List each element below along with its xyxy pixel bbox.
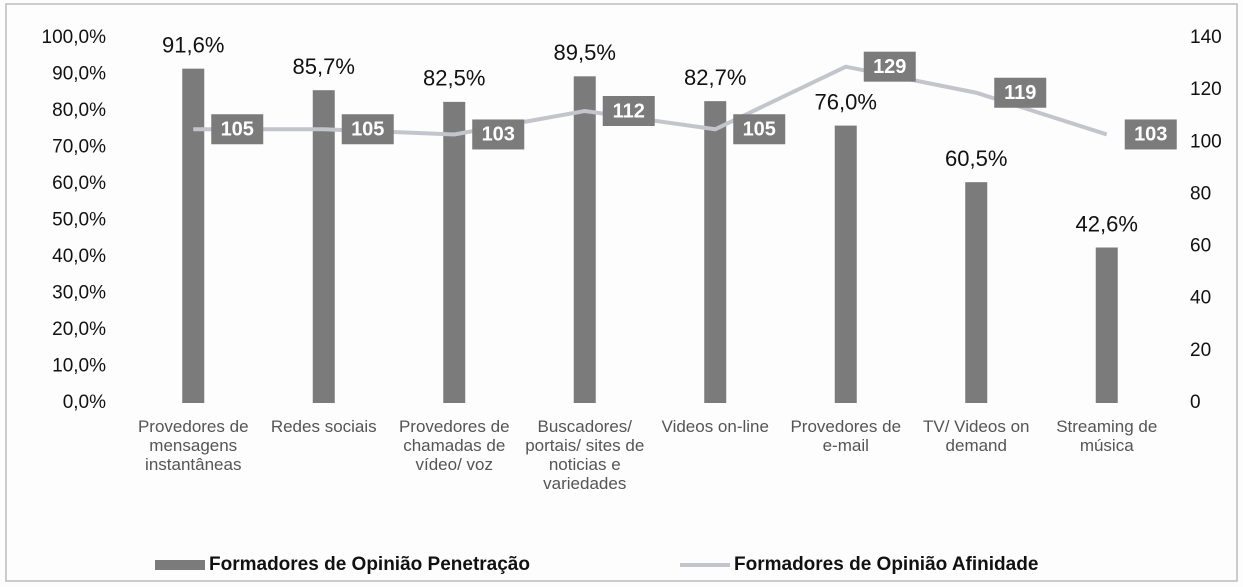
bar <box>443 101 466 403</box>
bar-value-label: 60,5% <box>945 146 1007 171</box>
y2-tick-label: 0 <box>1190 392 1201 413</box>
line-value-label: 103 <box>1134 124 1167 146</box>
line-value-label: 112 <box>613 100 645 122</box>
line-label-box <box>733 114 786 145</box>
line-label-box <box>994 77 1047 108</box>
y2-tick-label: 60 <box>1190 236 1211 257</box>
legend-swatch <box>155 560 205 570</box>
line-value-label: 105 <box>351 119 384 141</box>
y-tick-label: 70,0% <box>52 137 106 158</box>
x-tick-label: Provedores de mensagens instantâneas <box>137 417 249 474</box>
line-label-box <box>341 114 394 145</box>
bar <box>965 182 988 403</box>
y-tick-label: 20,0% <box>52 319 106 340</box>
chart-frame <box>5 3 1238 582</box>
bar <box>704 101 727 404</box>
y-tick-label: 40,0% <box>52 246 106 267</box>
line-value-label: 129 <box>873 56 906 78</box>
bar-value-label: 76,0% <box>815 89 877 114</box>
y2-tick-label: 40 <box>1190 288 1211 309</box>
bar <box>182 68 205 403</box>
legend-label: Formadores de Opinião Afinidade <box>734 554 1038 575</box>
y2-tick-label: 20 <box>1190 340 1211 361</box>
y-tick-label: 100,0% <box>42 27 107 48</box>
bar-value-label: 42,6% <box>1076 211 1138 236</box>
x-tick-label: Streaming de música <box>1056 417 1158 455</box>
y2-tick-label: 120 <box>1190 79 1222 100</box>
bar-value-label: 89,5% <box>554 40 616 65</box>
legend-label: Formadores de Opinião Penetração <box>209 554 530 575</box>
y-tick-label: 60,0% <box>52 173 106 194</box>
line-label-box <box>211 114 264 145</box>
line-value-label: 103 <box>482 124 515 146</box>
y-tick-label: 50,0% <box>52 210 106 231</box>
bar <box>312 90 335 403</box>
bar <box>834 125 857 403</box>
line-label-box <box>863 51 916 82</box>
y-tick-label: 80,0% <box>52 100 106 121</box>
y2-tick-label: 80 <box>1190 183 1211 204</box>
y2-tick-label: 140 <box>1190 27 1222 48</box>
line-value-label: 105 <box>743 119 776 141</box>
bar <box>1095 247 1118 403</box>
line-value-label: 119 <box>1004 82 1036 104</box>
x-tick-label: Videos on-line <box>661 417 769 436</box>
y-tick-label: 10,0% <box>52 356 106 377</box>
x-tick-label: Provedores de e-mail <box>790 417 902 455</box>
line-label-box <box>1124 119 1177 150</box>
bar-value-label: 82,5% <box>423 66 485 91</box>
x-tick-label: TV/ Videos on demand <box>923 417 1030 455</box>
x-tick-label: Provedores de chamadas de vídeo/ voz <box>398 417 510 474</box>
y-tick-label: 90,0% <box>52 64 106 85</box>
line-label-box <box>472 119 525 150</box>
y2-tick-label: 100 <box>1190 131 1222 152</box>
bar-value-label: 91,6% <box>162 32 224 57</box>
bar-value-label: 82,7% <box>684 65 746 90</box>
bar-value-label: 85,7% <box>293 54 355 79</box>
line-value-label: 105 <box>221 119 254 141</box>
y-tick-label: 0,0% <box>63 392 106 413</box>
bar <box>573 76 596 403</box>
x-tick-label: Redes sociais <box>270 417 377 436</box>
line-label-box <box>602 96 655 126</box>
y-tick-label: 30,0% <box>52 283 106 304</box>
x-tick-label: Buscadores/ portais/ sites de noticias e… <box>525 417 645 493</box>
